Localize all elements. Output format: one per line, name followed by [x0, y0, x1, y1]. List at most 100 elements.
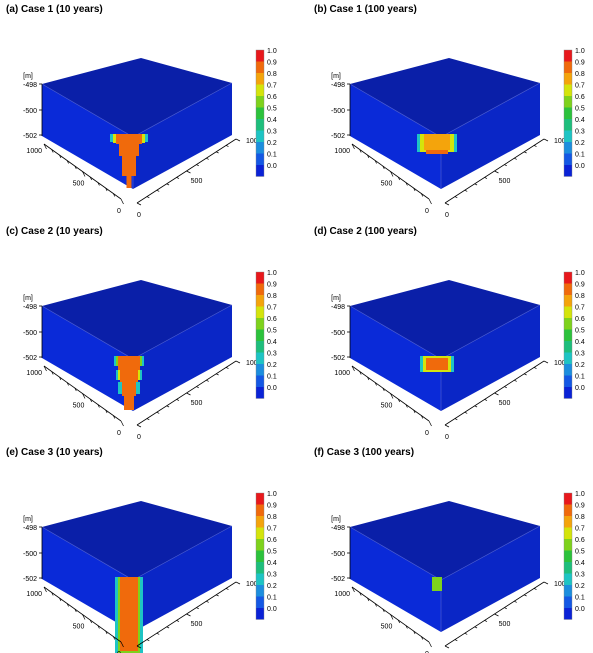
right-base-axis: 0 500 1000 [136, 138, 262, 219]
depth-tick-label: -500 [23, 108, 37, 115]
left-base-tick [420, 193, 424, 197]
colorbar-swatch [564, 96, 572, 108]
colorbar-tick-label: 0.7 [575, 83, 585, 90]
colorbar-swatch [564, 165, 572, 177]
right-base-tick [176, 399, 180, 401]
depth-tick-label: -498 [331, 304, 345, 311]
right-base-tick [216, 594, 219, 597]
colorbar-frame [563, 492, 573, 620]
block [41, 58, 233, 189]
colorbar-tick-label: 0.3 [267, 572, 277, 579]
right-base-tick [464, 411, 468, 414]
right-base-tick [514, 379, 517, 382]
colorbar-swatch [564, 119, 572, 131]
left-base-tick [59, 376, 62, 381]
depth-tick-label: -502 [23, 133, 37, 140]
right-base-tick [176, 177, 180, 179]
depth-tick-label: -498 [23, 304, 37, 311]
left-base-tick-label: 1000 [26, 148, 42, 155]
colorbar-swatch [256, 119, 264, 131]
depth-unit-label: [m] [331, 516, 341, 523]
right-base-tick-label: 500 [191, 621, 203, 628]
right-base-tick [543, 360, 549, 364]
block-side-face [441, 83, 540, 189]
left-base-tick [359, 592, 362, 596]
right-base-axis: 0 500 1000 [136, 360, 262, 441]
left-base-tick-label: 500 [73, 403, 85, 410]
depth-tick-label: -498 [23, 82, 37, 89]
plume-segment [126, 176, 132, 188]
left-base-tick [97, 404, 100, 408]
block-diagram: -498-500-502[m]10005000050010001.00.90.8… [331, 491, 585, 653]
left-base-tick [120, 420, 124, 427]
panel-e: (e) Case 3 (10 years) -498 -500 -502 [m] 100… [0, 443, 296, 653]
panel-title: (a) Case 1 (10 years) [6, 4, 103, 15]
colorbar-tick-label: 1.0 [267, 491, 277, 498]
colorbar-swatch [564, 130, 572, 142]
colorbar-tick-label: 0.8 [575, 293, 585, 300]
right-base-tick [206, 379, 209, 382]
colorbar-tick-label: 0.1 [267, 374, 277, 381]
plume-segment [116, 134, 142, 144]
right-base-tick [166, 405, 170, 408]
right-base-tick [514, 157, 517, 160]
left-base-tick [413, 187, 416, 192]
colorbar-tick-label: 0.1 [267, 595, 277, 602]
depth-tick-label: -502 [331, 133, 345, 140]
left-base-tick [82, 614, 86, 620]
right-base-tick [235, 581, 241, 585]
block-side-face [133, 83, 232, 189]
colorbar-tick-label: 0.8 [267, 71, 277, 78]
block-top-face [350, 280, 540, 359]
colorbar-tick-label: 0.0 [575, 606, 585, 613]
block-top-face [350, 58, 540, 137]
block-side-face [133, 305, 232, 411]
depth-tick-label: -500 [331, 108, 345, 115]
colorbar-swatch [564, 73, 572, 85]
depth-tick-label: -498 [23, 525, 37, 532]
colorbar-swatch [256, 73, 264, 85]
left-base-tick [428, 641, 432, 648]
right-base-tick [504, 386, 507, 389]
colorbar-tick-label: 0.4 [575, 117, 585, 124]
block-front-face [42, 84, 133, 189]
plume [114, 356, 144, 410]
colorbar-swatch [564, 573, 572, 585]
right-base-tick-label: 1000 [246, 581, 262, 588]
colorbar-swatch [564, 142, 572, 154]
left-base-tick [397, 176, 401, 181]
colorbar-tick-label: 0.2 [267, 583, 277, 590]
right-base-tick [543, 138, 549, 142]
colorbar-swatch [564, 608, 572, 620]
plume-segment [124, 396, 134, 410]
colorbar-tick-label: 0.7 [267, 305, 277, 312]
right-base-tick [225, 367, 229, 369]
depth-axis: -498 -500 -502 [m] [23, 73, 43, 140]
depth-axis: -498 -500 -502 [m] [331, 295, 351, 362]
depth-tick-label: -498 [331, 525, 345, 532]
colorbar-swatch [564, 364, 572, 376]
left-base-tick-label: 0 [117, 208, 121, 215]
block-side-face [441, 305, 540, 411]
right-base-tick [225, 145, 229, 147]
colorbar-tick-label: 0.2 [267, 362, 277, 369]
colorbar-swatch [564, 50, 572, 62]
plume-segment [120, 370, 138, 382]
depth-axis: -498 -500 -502 [m] [331, 516, 351, 583]
right-base-tick [514, 600, 517, 603]
block-top-face [350, 501, 540, 580]
depth-unit-label: [m] [331, 73, 341, 80]
right-base-tick [166, 183, 170, 186]
left-base-tick [397, 398, 401, 403]
depth-unit-label: [m] [23, 516, 33, 523]
left-base-tick [112, 415, 116, 419]
right-base-tick [206, 600, 209, 603]
colorbar-swatch [564, 527, 572, 539]
colorbar-swatch [256, 50, 264, 62]
right-base-tick [146, 418, 150, 421]
depth-tick-label: -500 [331, 330, 345, 337]
colorbar-tick-label: 0.0 [575, 385, 585, 392]
left-base-tick-label: 1000 [334, 591, 350, 598]
right-base-tick-label: 1000 [554, 138, 570, 145]
left-base-tick [66, 382, 69, 386]
